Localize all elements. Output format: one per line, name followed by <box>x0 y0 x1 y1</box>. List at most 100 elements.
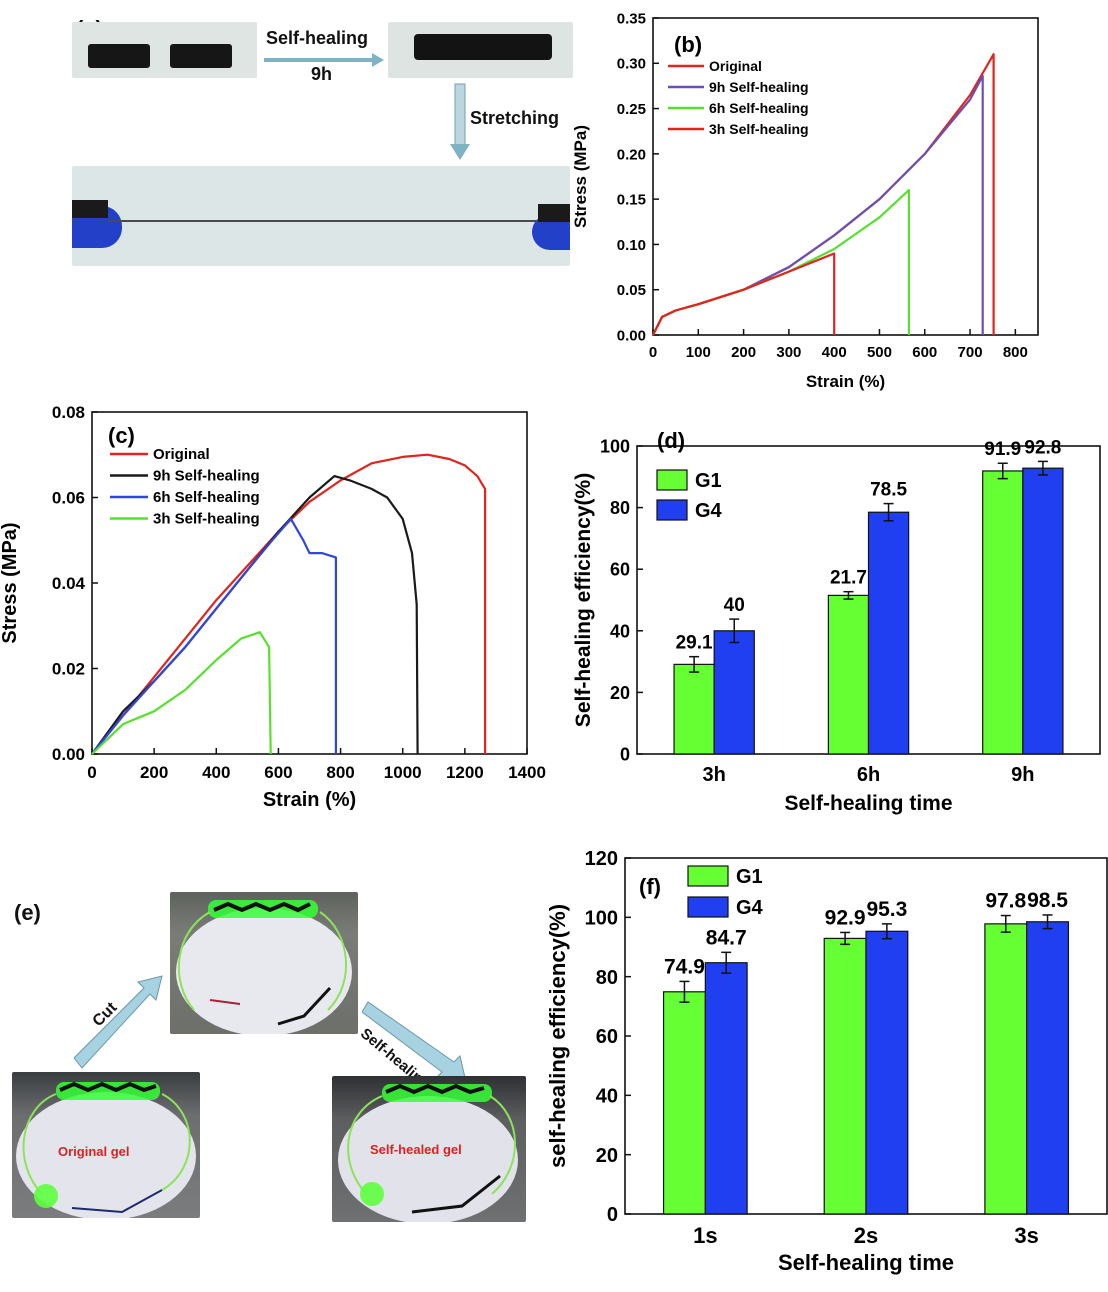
stretched-gel-photo <box>72 166 570 266</box>
legend-label: 6h Self-healing <box>153 489 260 506</box>
heal-label: Self-healing <box>266 28 369 48</box>
y-axis-label: Stress (MPa) <box>0 522 21 643</box>
data-label: 74.9 <box>664 955 705 978</box>
y-tick-label: 100 <box>585 908 618 930</box>
original-gel-text: Original gel <box>58 1144 130 1159</box>
x-axis-label: Strain (%) <box>263 789 356 811</box>
panel-e-label: (e) <box>14 900 41 925</box>
panel-label: (f) <box>639 874 661 899</box>
y-tick-label: 60 <box>610 560 630 580</box>
bar <box>823 937 867 1215</box>
x-tick-label: 600 <box>264 763 292 782</box>
legend-label: G1 <box>736 866 763 888</box>
data-label: 95.3 <box>866 898 907 921</box>
y-tick-label: 0.08 <box>52 403 85 422</box>
x-tick-label: 3s <box>1014 1223 1038 1248</box>
x-tick-label: 1s <box>693 1223 717 1248</box>
legend-label: 6h Self-healing <box>709 100 809 116</box>
x-axis-label: Self-healing time <box>778 1250 954 1275</box>
healed-gel-text: Self-healed gel <box>370 1142 462 1157</box>
y-tick-label: 0.15 <box>617 192 646 209</box>
gel-piece-left <box>88 44 150 68</box>
y-axis-label: self-healing efficiency(%) <box>545 904 570 1168</box>
cut-arrow-icon <box>74 975 163 1069</box>
gel-healed <box>414 34 552 60</box>
legend-swatch <box>656 499 688 521</box>
series-line <box>91 517 337 755</box>
legend-label: Original <box>153 446 210 463</box>
x-tick-label: 2s <box>854 1223 878 1248</box>
clamp-right <box>538 204 570 222</box>
y-tick-label: 0.05 <box>617 282 646 299</box>
x-tick-label: 0 <box>87 763 96 782</box>
x-tick-label: 1200 <box>446 763 484 782</box>
legend-label: 9h Self-healing <box>153 468 260 485</box>
bar <box>867 511 910 755</box>
x-tick-label: 1000 <box>384 763 422 782</box>
original-circuit-photo: Original gel <box>12 1072 200 1218</box>
y-tick-label: 100 <box>600 436 630 456</box>
series-line <box>652 74 984 336</box>
legend-label: 3h Self-healing <box>153 511 260 528</box>
series-line <box>652 189 910 336</box>
heal-arrow-icon <box>264 53 384 67</box>
x-tick-label: 6h <box>857 764 880 786</box>
panel-label: (b) <box>674 32 702 57</box>
bar <box>713 630 755 755</box>
y-tick-label: 40 <box>596 1086 618 1108</box>
data-label: 92.8 <box>1024 437 1061 458</box>
bar <box>827 594 870 755</box>
x-tick-label: 800 <box>1003 344 1028 361</box>
plot-frame <box>652 17 1039 336</box>
x-tick-label: 300 <box>776 344 801 361</box>
y-tick-label: 0.25 <box>617 101 646 118</box>
y-tick-label: 80 <box>596 967 618 989</box>
y-tick-label: 80 <box>610 498 630 518</box>
x-tick-label: 400 <box>822 344 847 361</box>
y-axis-label: Stress (MPa) <box>571 125 590 228</box>
series-line <box>91 631 272 755</box>
y-tick-label: 40 <box>610 621 630 641</box>
data-label: 98.5 <box>1027 889 1068 912</box>
legend-label: G1 <box>695 470 722 492</box>
healed-circuit-drawing <box>338 1083 518 1222</box>
legend-label: G4 <box>695 500 723 522</box>
x-tick-label: 400 <box>202 763 230 782</box>
data-label: 92.9 <box>825 906 866 929</box>
y-axis-label: Self-healing efficiency(%) <box>572 473 595 727</box>
data-label: 29.1 <box>676 633 713 654</box>
series-line <box>91 453 487 755</box>
x-tick-label: 500 <box>867 344 892 361</box>
data-label: 40 <box>724 595 745 616</box>
y-tick-label: 0 <box>607 1204 618 1226</box>
y-tick-label: 0.30 <box>617 56 646 73</box>
cut-circuit-drawing <box>176 900 352 1034</box>
x-tick-label: 200 <box>140 763 168 782</box>
legend-swatch <box>687 865 729 887</box>
chart-b: 0.00 0.05 0.10 0.15 0.20 0.25 0.30 0.35 Stress (… <box>571 10 1039 391</box>
legend-label: 3h Self-healing <box>709 121 809 137</box>
y-tick-label: 0.04 <box>52 574 86 593</box>
bar <box>982 470 1024 755</box>
legend-swatch <box>687 896 729 918</box>
series-line <box>652 252 836 336</box>
y-tick-label: 0.20 <box>617 146 646 163</box>
data-label: 78.5 <box>870 480 907 501</box>
legend-label: G4 <box>736 897 764 919</box>
healed-circuit-photo: Self-healed gel <box>332 1076 526 1222</box>
y-tick-label: 20 <box>596 1145 618 1167</box>
y-tick-label: 0.06 <box>52 489 85 508</box>
y-tick-label: 60 <box>596 1026 618 1048</box>
x-tick-label: 600 <box>912 344 937 361</box>
y-tick-label: 0.10 <box>617 237 646 254</box>
y-tick-label: 0.00 <box>617 327 646 344</box>
chart-f: 0 20 40 60 80 100 120 self-healing efficiency(%… <box>545 848 1108 1275</box>
y-tick-label: 20 <box>610 683 630 703</box>
bar <box>704 962 748 1215</box>
stretch-label: Stretching <box>470 108 560 128</box>
x-tick-label: 700 <box>958 344 983 361</box>
data-label: 97.8 <box>985 890 1026 913</box>
bar <box>984 923 1028 1215</box>
cut-gel-photo <box>72 22 257 78</box>
